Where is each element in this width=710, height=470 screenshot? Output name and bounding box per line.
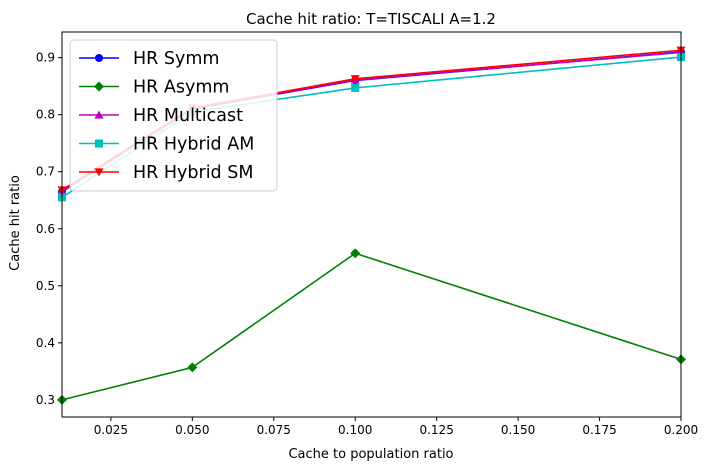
legend-marker-hr-symm xyxy=(95,54,103,62)
y-tick-label: 0.5 xyxy=(36,279,55,293)
data-point-hr-asymm xyxy=(187,362,198,373)
chart-title: Cache hit ratio: T=TISCALI A=1.2 xyxy=(246,10,496,28)
y-tick-label: 0.8 xyxy=(36,108,55,122)
x-tick-label: 0.125 xyxy=(419,423,453,437)
x-tick-label: 0.200 xyxy=(664,423,698,437)
legend-label-hr-hybrid-sm: HR Hybrid SM xyxy=(133,163,253,183)
series-hr-asymm xyxy=(57,248,686,405)
legend-box xyxy=(69,39,278,192)
data-point-hr-hybrid-sm xyxy=(350,75,360,84)
legend: HR Symm HR Asymm HR Multicast HR Hybrid AM H… xyxy=(69,39,278,192)
y-tick-label: 0.6 xyxy=(36,222,55,236)
x-tick-label: 0.100 xyxy=(338,423,372,437)
legend-label-hr-multicast: HR Multicast xyxy=(133,106,243,126)
x-tick-label: 0.025 xyxy=(94,423,128,437)
data-point-hr-hybrid-am xyxy=(351,83,360,92)
x-tick-label: 0.175 xyxy=(582,423,616,437)
legend-label-hr-hybrid-am: HR Hybrid AM xyxy=(133,135,254,155)
y-tick-label: 0.3 xyxy=(36,393,55,407)
axes-frame xyxy=(61,31,682,418)
y-axis-label: Cache hit ratio xyxy=(8,175,23,271)
legend-marker-hr-asymm xyxy=(94,81,104,92)
legend-marker-hr-hybrid-sm xyxy=(94,168,104,177)
y-tick-label: 0.7 xyxy=(36,165,55,179)
legend-marker-hr-multicast xyxy=(94,110,104,119)
legend-label-hr-symm: HR Symm xyxy=(133,49,219,69)
legend-marker-hr-hybrid-am xyxy=(95,139,103,148)
series-line-hr-asymm xyxy=(61,252,682,401)
x-axis-label: Cache to population ratio xyxy=(288,447,453,462)
y-tick-label: 0.9 xyxy=(36,51,55,65)
data-point-hr-asymm xyxy=(350,248,361,259)
x-tick-label: 0.150 xyxy=(501,423,535,437)
x-tick-label: 0.075 xyxy=(257,423,291,437)
x-tick-label: 0.050 xyxy=(175,423,209,437)
legend-label-hr-asymm: HR Asymm xyxy=(133,78,229,98)
axis-ticks: 0.025 0.050 0.075 0.100 0.125 0.150 0.175 0.200… xyxy=(36,51,698,437)
y-tick-label: 0.4 xyxy=(36,336,55,350)
